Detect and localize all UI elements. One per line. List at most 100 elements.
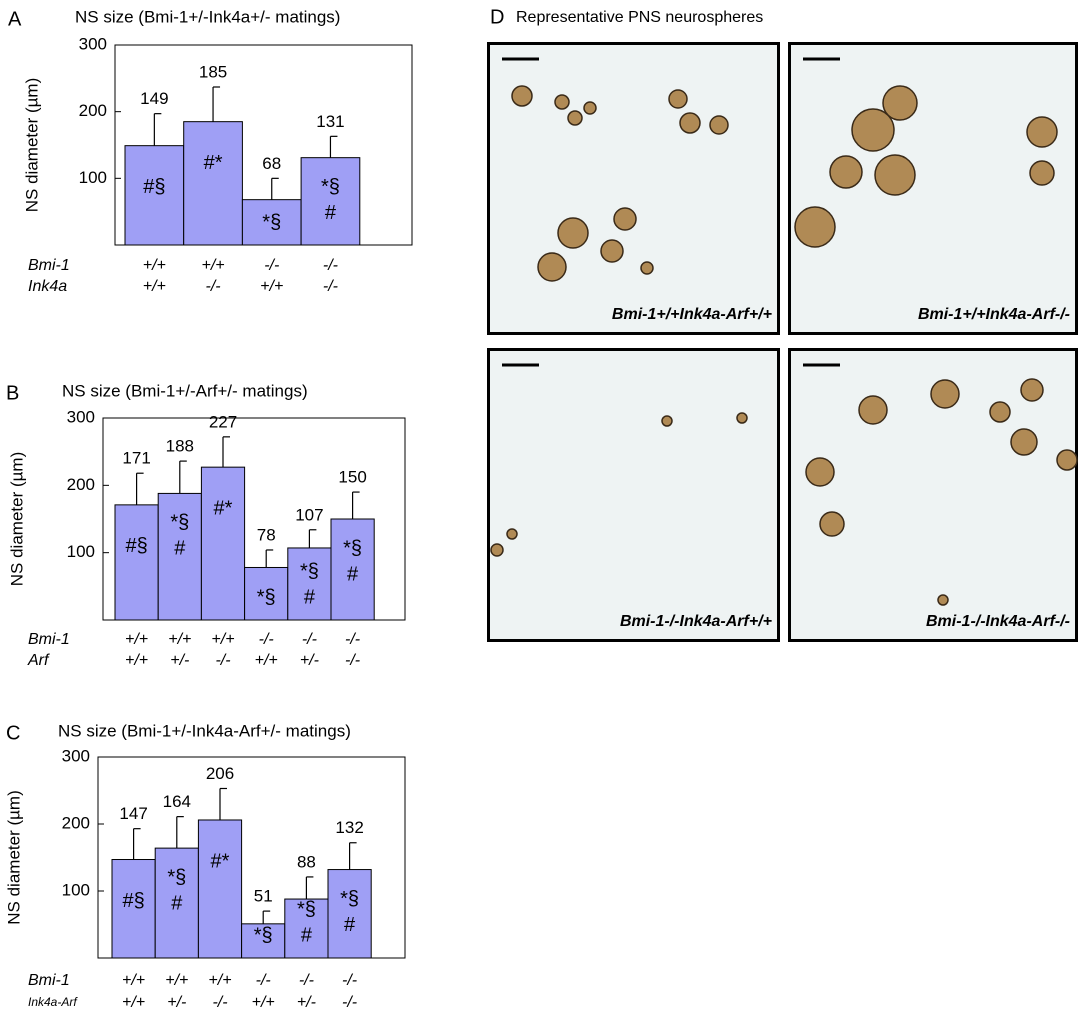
neurosphere	[859, 396, 887, 424]
genotype-label: -/-	[212, 994, 227, 1011]
neurosphere	[931, 380, 959, 408]
genotype-label: -/-	[345, 652, 360, 669]
bar-annotation: *§	[170, 512, 189, 534]
micrograph	[489, 350, 779, 641]
neurosphere	[555, 95, 569, 109]
genotype-label: -/-	[345, 631, 360, 648]
neurosphere	[938, 595, 948, 605]
value-label: 132	[335, 818, 363, 837]
genotype-label: -/-	[205, 278, 220, 295]
genotype-row-label: Ink4a-Arf	[28, 995, 78, 1009]
neurosphere	[1030, 161, 1054, 185]
bar	[115, 505, 158, 620]
neurosphere	[507, 529, 517, 539]
genotype-label: +/+	[208, 972, 231, 989]
value-label: 227	[209, 412, 237, 431]
neurosphere	[641, 262, 653, 274]
micrograph-caption: Bmi-1+/+Ink4a-Arf+/+	[612, 306, 772, 323]
genotype-label: +/+	[125, 652, 148, 669]
bar-annotation: #*	[214, 497, 233, 519]
y-tick-label: 300	[62, 746, 90, 765]
value-label: 107	[295, 505, 323, 524]
neurosphere	[558, 218, 588, 248]
genotype-label: +/+	[125, 631, 148, 648]
bar-annotation: *§	[321, 176, 340, 198]
neurosphere	[669, 90, 687, 108]
y-tick-label: 100	[79, 168, 107, 187]
neurosphere	[737, 413, 747, 423]
genotype-label: +/+	[143, 257, 166, 274]
neurosphere	[491, 544, 503, 556]
value-label: 68	[262, 154, 281, 173]
y-tick-label: 100	[62, 880, 90, 899]
neurosphere	[538, 253, 566, 281]
neurosphere	[614, 208, 636, 230]
neurosphere	[662, 416, 672, 426]
bar-annotation: *§	[343, 537, 362, 559]
panel-letter: B	[6, 382, 19, 404]
value-label: 88	[297, 852, 316, 871]
bar-annotation: #	[301, 924, 313, 946]
genotype-label: -/-	[342, 972, 357, 989]
genotype-label: -/-	[215, 652, 230, 669]
panel-title: Representative PNS neurospheres	[516, 9, 763, 26]
bar-annotation: #	[325, 202, 337, 224]
genotype-label: -/-	[299, 972, 314, 989]
genotype-label: -/-	[323, 257, 338, 274]
genotype-label: -/-	[256, 972, 271, 989]
genotype-label: -/-	[323, 278, 338, 295]
neurosphere	[830, 156, 862, 188]
neurosphere	[710, 116, 728, 134]
bar	[198, 820, 241, 958]
neurosphere	[883, 86, 917, 120]
genotype-label: +/+	[143, 278, 166, 295]
y-tick-label: 200	[79, 101, 107, 120]
y-axis-label: NS diameter (µm)	[7, 452, 26, 586]
y-tick-label: 200	[62, 813, 90, 832]
bar-annotation: #	[344, 914, 356, 936]
bar-annotation: #	[347, 563, 359, 585]
genotype-label: -/-	[302, 631, 317, 648]
genotype-label: +/+	[122, 972, 145, 989]
genotype-row-label: Ink4a	[28, 278, 67, 295]
bar-annotation: #*	[204, 152, 223, 174]
neurosphere	[680, 113, 700, 133]
bar	[288, 548, 331, 620]
chart-title: NS size (Bmi-1+/-Arf+/- matings)	[62, 381, 308, 400]
bar-annotation: #§	[122, 890, 144, 912]
micrograph	[489, 44, 779, 334]
value-label: 147	[119, 804, 147, 823]
panel-letter: D	[490, 6, 504, 28]
bar-annotation: *§	[257, 586, 276, 608]
y-tick-label: 300	[79, 34, 107, 53]
micrograph	[790, 44, 1077, 334]
value-label: 164	[163, 792, 191, 811]
bar	[201, 467, 244, 620]
bar-annotation: *§	[262, 211, 281, 233]
genotype-row-label: Bmi-1	[28, 257, 70, 274]
panel-letter: A	[8, 8, 22, 30]
genotype-label: +/+	[211, 631, 234, 648]
y-axis-label: NS diameter (µm)	[22, 78, 41, 212]
bar	[184, 122, 243, 245]
bar-annotation: #	[171, 892, 183, 914]
micrograph-caption: Bmi-1-/-Ink4a-Arf+/+	[620, 613, 772, 630]
genotype-label: +/+	[255, 652, 278, 669]
genotype-label: +/+	[168, 631, 191, 648]
value-label: 185	[199, 62, 227, 81]
panel-letter: C	[6, 722, 20, 744]
y-axis-label: NS diameter (µm)	[4, 790, 23, 924]
value-label: 150	[338, 468, 366, 487]
genotype-label: +/+	[201, 257, 224, 274]
genotype-label: -/-	[264, 257, 279, 274]
genotype-label: +/+	[260, 278, 283, 295]
genotype-label: +/+	[122, 994, 145, 1011]
chart-title: NS size (Bmi-1+/-Ink4a+/- matings)	[75, 7, 340, 26]
figure: D Representative PNS neurospheres A NS si…	[0, 0, 1078, 1028]
micrograph-caption: Bmi-1-/-Ink4a-Arf-/-	[926, 613, 1070, 630]
genotype-label: +/+	[165, 972, 188, 989]
bar-annotation: #	[304, 586, 316, 608]
neurosphere	[990, 402, 1010, 422]
neurosphere	[601, 240, 623, 262]
genotype-label: +/-	[167, 994, 186, 1011]
